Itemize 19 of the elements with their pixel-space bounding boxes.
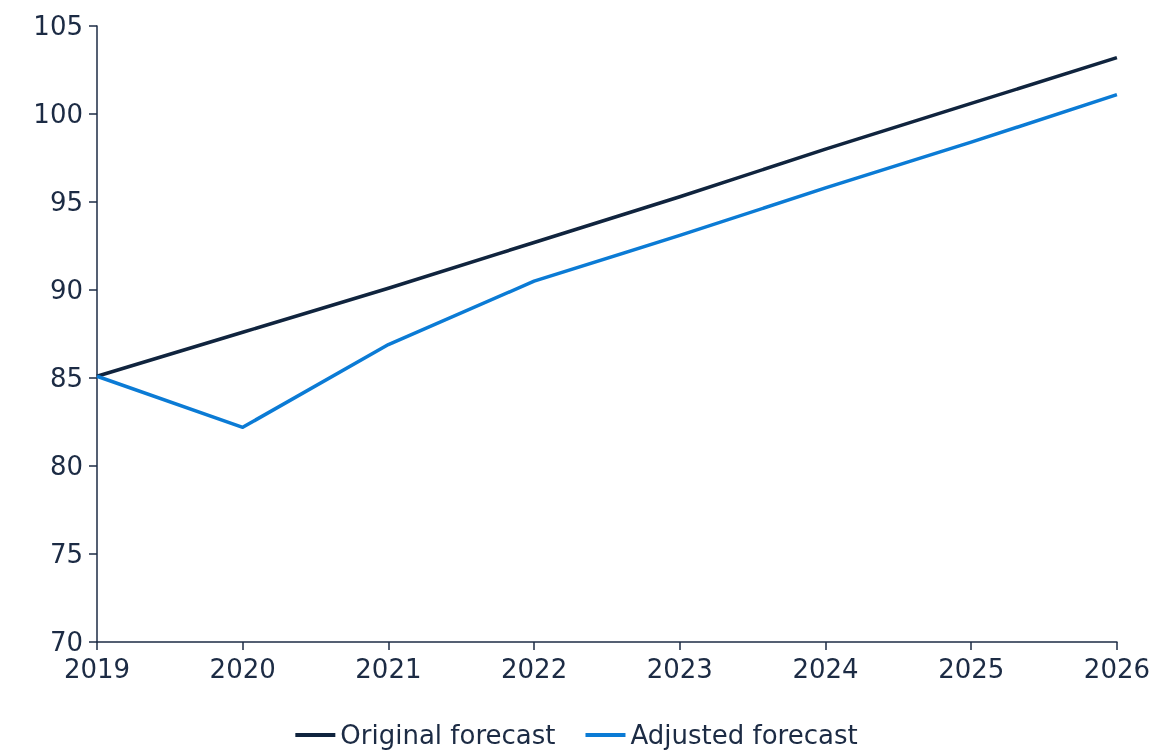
y-tick-label: 95 [49,187,83,217]
y-tick-label: 90 [49,275,83,305]
legend-label: Adjusted forecast [630,720,858,750]
x-tick-label: 2023 [646,654,713,684]
x-tick-label: 2024 [792,654,859,684]
legend-label: Original forecast [340,720,556,750]
y-tick-label: 105 [33,11,83,41]
y-tick-label: 85 [49,363,83,393]
line-series [95,92,1119,430]
x-tick-label: 2022 [501,654,568,684]
x-tick-label: 2020 [209,654,276,684]
y-tick-label: 75 [49,539,83,569]
y-tick-label: 70 [49,627,83,657]
x-tick-label: 2021 [355,654,422,684]
y-tick-label: 80 [49,451,83,481]
x-tick-label: 2019 [63,654,131,684]
x-tick-label: 2025 [938,654,1005,684]
x-tick-label: 2026 [1083,654,1150,684]
y-tick-label: 100 [33,99,83,129]
